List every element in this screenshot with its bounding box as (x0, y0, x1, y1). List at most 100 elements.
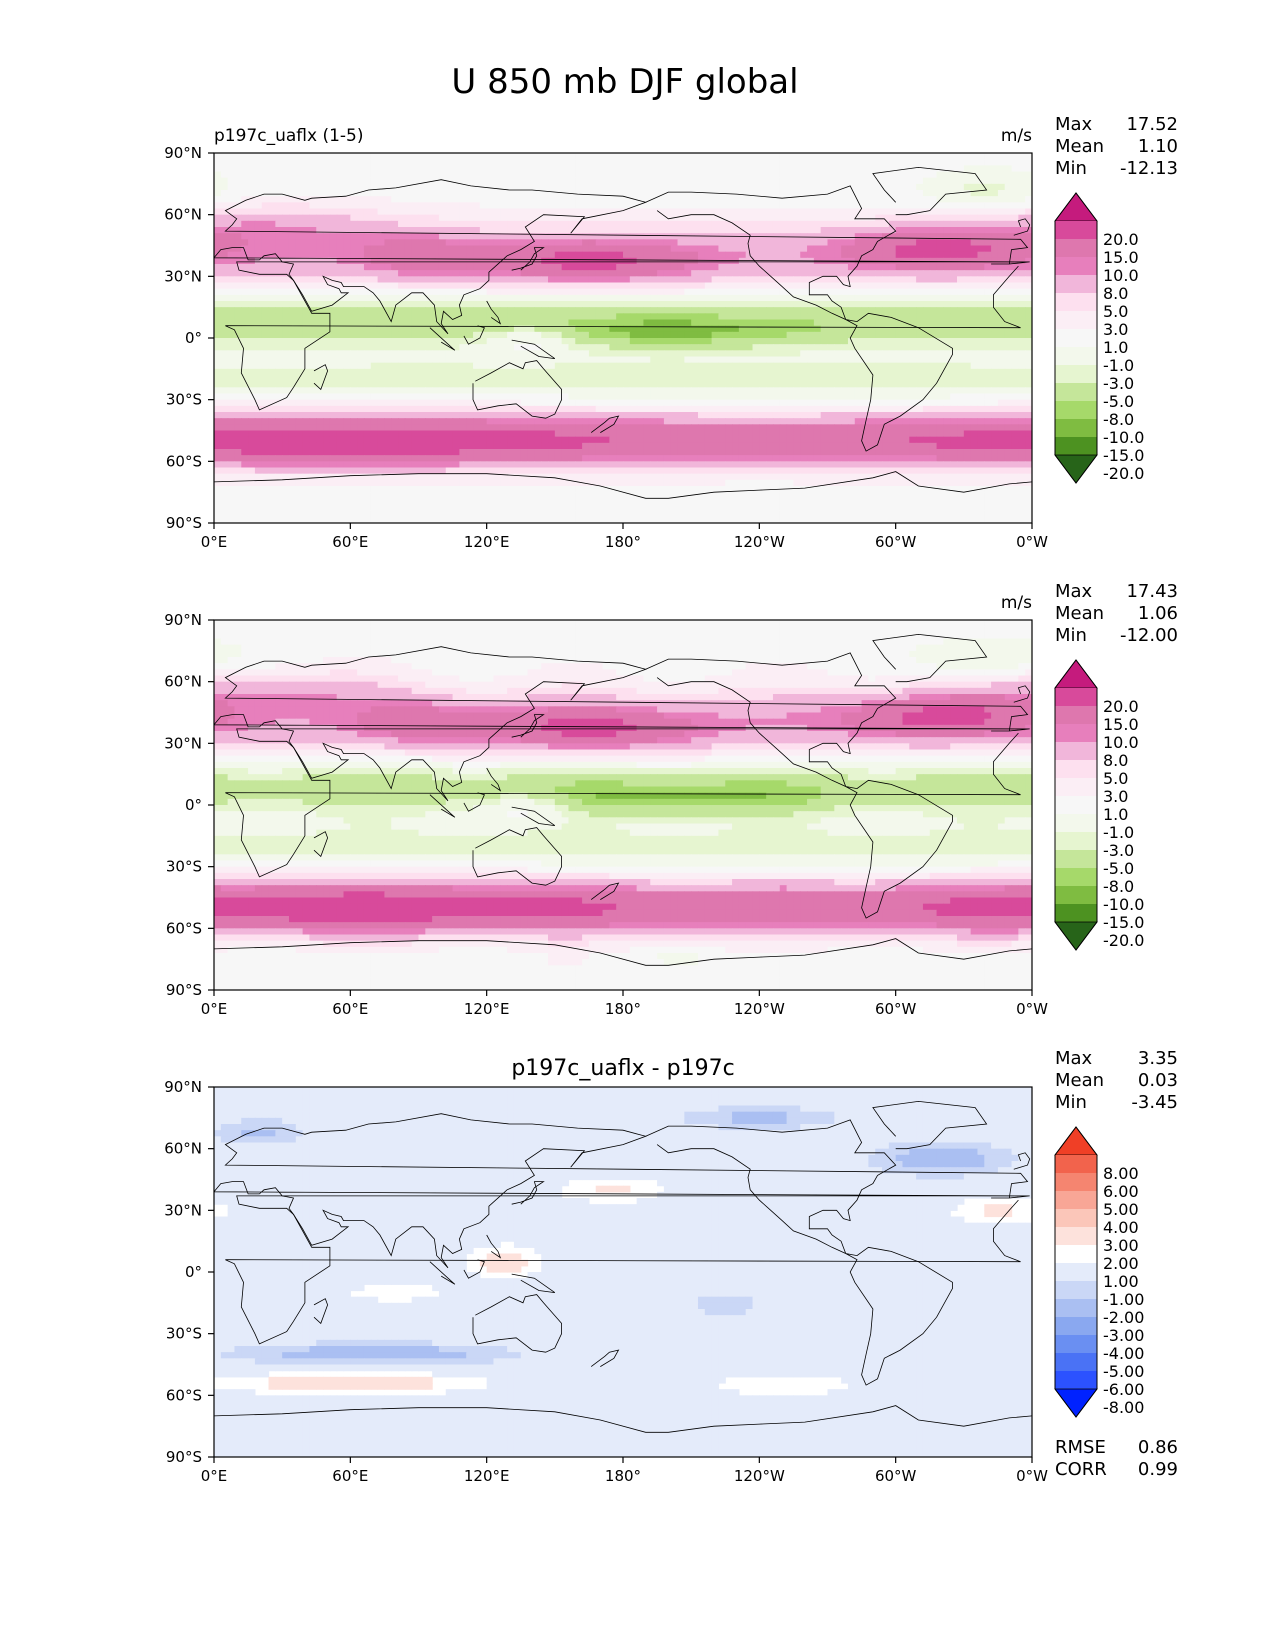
colorbar-bin (1055, 1299, 1097, 1318)
colorbar-level-label: -3.0 (1103, 841, 1134, 860)
field-difference (214, 1087, 1032, 1457)
colorbar-bin (1055, 706, 1097, 725)
colorbar-bin (1055, 293, 1097, 312)
colorbar-bin (1055, 1245, 1097, 1264)
x-tick-label: 0°W (1016, 1467, 1048, 1485)
colorbar-level-label: -20.0 (1103, 931, 1144, 950)
colorbar-bin (1055, 796, 1097, 815)
coastlines-reference (214, 633, 1032, 966)
footer-stat-label: CORR (1055, 1459, 1107, 1480)
colorbar-level-label: 5.0 (1103, 769, 1128, 788)
x-tick-label: 60°W (875, 1000, 917, 1018)
stat-value: -12.00 (1120, 625, 1178, 646)
x-tick-label: 60°E (332, 1000, 368, 1018)
colorbar-bin (1055, 886, 1097, 905)
colorbar-level-label: -15.0 (1103, 446, 1144, 465)
colorbar-bin (1055, 275, 1097, 294)
colorbar-bin (1055, 1371, 1097, 1390)
y-tick-label: 0° (185, 796, 202, 814)
x-tick-label: 60°E (332, 533, 368, 551)
colorbar-bin (1055, 1191, 1097, 1210)
colorbar-bin (1055, 724, 1097, 743)
colorbar-bin (1055, 221, 1097, 240)
colorbar-level-label: -5.0 (1103, 392, 1134, 411)
colorbar-level-label: -10.0 (1103, 428, 1144, 447)
y-tick-label: 60°N (164, 673, 202, 691)
colorbar-level-label: -8.0 (1103, 410, 1134, 429)
y-tick-label: 30°S (166, 391, 202, 409)
stat-value: 1.06 (1138, 603, 1178, 624)
x-tick-label: 180° (605, 1000, 641, 1018)
stat-label: Max (1055, 581, 1093, 602)
stat-value: 0.03 (1138, 1070, 1178, 1091)
coastlines-difference (214, 1100, 1032, 1433)
figure-title: U 850 mb DJF global (451, 62, 798, 102)
colorbar-level-label: 3.0 (1103, 787, 1128, 806)
colorbar-bin (1055, 742, 1097, 761)
colorbar-level-label: -5.00 (1103, 1362, 1144, 1381)
field-test (214, 153, 1032, 523)
x-tick-label: 120°E (464, 1467, 510, 1485)
y-tick-label: 30°S (166, 858, 202, 876)
colorbar-level-label: -6.00 (1103, 1380, 1144, 1399)
colorbar-level-label: -8.00 (1103, 1398, 1144, 1417)
colorbar-bin (1055, 419, 1097, 438)
stat-label: Max (1055, 1048, 1093, 1069)
colorbar-bin (1055, 437, 1097, 456)
y-tick-label: 30°N (164, 267, 202, 285)
y-tick-label: 90°N (164, 144, 202, 162)
colorbar-reference: 20.015.010.08.05.03.01.0-1.0-3.0-5.0-8.0… (1054, 659, 1144, 951)
colorbar-bin (1055, 347, 1097, 366)
stat-label: Max (1055, 114, 1093, 135)
x-tick-label: 180° (605, 1467, 641, 1485)
x-tick-label: 120°E (464, 1000, 510, 1018)
colorbar-bin (1055, 329, 1097, 348)
colorbar-level-label: -10.0 (1103, 895, 1144, 914)
colorbar-level-label: 20.0 (1103, 697, 1139, 716)
colorbar-bin (1055, 760, 1097, 779)
colorbar-level-label: 3.00 (1103, 1236, 1139, 1255)
colorbar-bin (1055, 1317, 1097, 1336)
footer-stat-label: RMSE (1055, 1437, 1106, 1458)
colorbar-level-label: -8.0 (1103, 877, 1134, 896)
y-tick-label: 60°N (164, 206, 202, 224)
stat-label: Mean (1055, 603, 1104, 624)
colorbar-level-label: -4.00 (1103, 1344, 1144, 1363)
y-tick-label: 60°S (166, 1386, 202, 1404)
colorbar-difference: 8.006.005.004.003.002.001.00-1.00-2.00-3… (1054, 1126, 1144, 1418)
stat-value: 17.43 (1126, 581, 1178, 602)
stat-label: Min (1055, 158, 1087, 179)
y-tick-label: 30°S (166, 1325, 202, 1343)
colorbar-level-label: -1.00 (1103, 1290, 1144, 1309)
y-tick-label: 90°S (166, 1448, 202, 1466)
y-tick-label: 0° (185, 1263, 202, 1281)
colorbar-level-label: 3.0 (1103, 320, 1128, 339)
colorbar-bin (1055, 868, 1097, 887)
colorbar-level-label: -3.0 (1103, 374, 1134, 393)
colorbar-level-label: -2.00 (1103, 1308, 1144, 1327)
colorbar-bin (1055, 239, 1097, 258)
y-tick-label: 30°N (164, 1201, 202, 1219)
colorbar-bin (1055, 814, 1097, 833)
colorbar-level-label: 10.0 (1103, 266, 1139, 285)
panel-left-title: p197c_uaflx (1-5) (214, 126, 363, 146)
colorbar-bin (1055, 1155, 1097, 1174)
colorbar-level-label: 4.00 (1103, 1218, 1139, 1237)
colorbar-bin (1055, 850, 1097, 869)
map-panel-test: 0°E 60°E 120°E 180° 120°W 60°W 0°W 90°N 60°N 30°N… (164, 114, 1178, 551)
panel-units: m/s (1001, 126, 1032, 146)
colorbar-bin (1055, 383, 1097, 402)
colorbar-bin (1055, 1263, 1097, 1282)
x-tick-label: 60°W (875, 533, 917, 551)
stat-value: -12.13 (1120, 158, 1178, 179)
coastlines-test (214, 166, 1032, 499)
y-tick-label: 30°N (164, 734, 202, 752)
stat-value: 1.10 (1138, 136, 1178, 157)
colorbar-level-label: 15.0 (1103, 248, 1139, 267)
y-tick-label: 90°N (164, 1078, 202, 1096)
x-tick-label: 60°W (875, 1467, 917, 1485)
y-tick-label: 0° (185, 329, 202, 347)
footer-stat-value: 0.99 (1138, 1459, 1178, 1480)
colorbar-bin (1055, 1353, 1097, 1372)
colorbar-level-label: 10.0 (1103, 733, 1139, 752)
